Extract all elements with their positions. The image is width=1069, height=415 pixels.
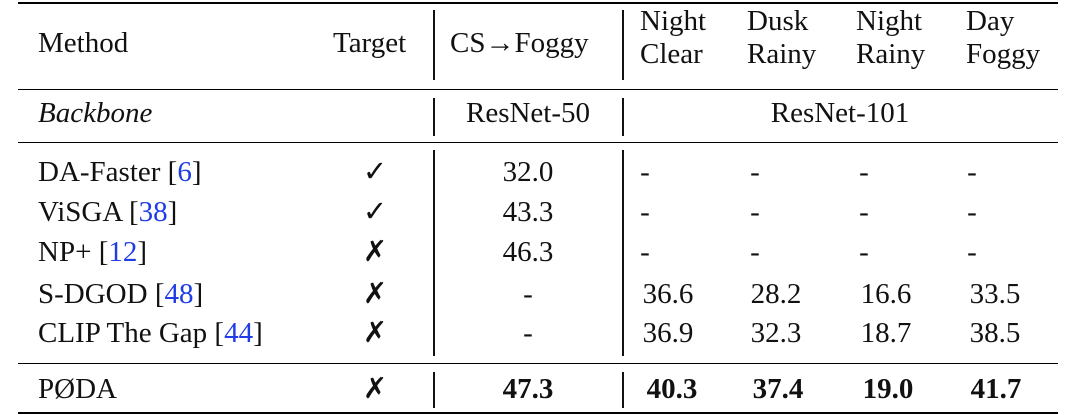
backbone-other: ResNet-101 [770, 97, 910, 129]
cs-foggy-value: 32.0 [502, 156, 554, 188]
citation-link[interactable]: 48 [164, 278, 194, 310]
header-night-clear: Night Clear [640, 5, 706, 71]
night-clear-value: 40.3 [646, 373, 698, 405]
backbone-label: Backbone [38, 97, 153, 129]
citation-link[interactable]: 38 [138, 196, 168, 228]
night-clear-value: - [640, 196, 650, 228]
backbone-rule [18, 142, 1058, 143]
citation-link[interactable]: 12 [108, 236, 138, 268]
method-name-text: NP+ [38, 236, 99, 268]
day-foggy-value: - [967, 236, 977, 268]
method-name-text: ViSGA [38, 196, 129, 228]
header-dusk-rainy-line2: Rainy [747, 38, 817, 70]
header-method: Method [38, 27, 129, 59]
col-separator-target-header [433, 10, 435, 80]
col-separator-cs-backbone [622, 98, 624, 136]
night-rainy-value: 18.7 [860, 317, 912, 349]
method-name: DA-Faster [6] [38, 156, 202, 188]
night-clear-value: - [640, 236, 650, 268]
day-foggy-value: - [967, 196, 977, 228]
dusk-rainy-value: - [750, 196, 760, 228]
header-dusk-rainy-line1: Dusk [747, 5, 809, 37]
day-foggy-value: 41.7 [970, 373, 1022, 405]
target-mark: ✗ [362, 236, 388, 268]
day-foggy-value: 33.5 [969, 278, 1021, 310]
col-separator-target-ours [433, 372, 435, 408]
col-separator-cs-body [622, 150, 624, 356]
dusk-rainy-value: 32.3 [750, 317, 802, 349]
ours-rule [18, 363, 1058, 364]
cs-foggy-value: - [523, 317, 533, 349]
header-day-foggy-line2: Foggy [966, 38, 1041, 70]
citation-link[interactable]: 6 [177, 156, 192, 188]
col-separator-target-body [433, 150, 435, 356]
header-night-rainy-line2: Rainy [856, 38, 926, 70]
night-clear-value: - [640, 156, 650, 188]
header-night-rainy-line1: Night [856, 5, 923, 37]
dusk-rainy-value: 37.4 [752, 373, 804, 405]
target-mark: ✗ [362, 278, 388, 310]
header-cs-foggy: CS→Foggy [450, 27, 589, 59]
night-clear-value: 36.6 [642, 278, 694, 310]
day-foggy-value: 38.5 [969, 317, 1021, 349]
header-night-clear-line1: Night [640, 5, 707, 37]
target-mark: ✗ [362, 373, 388, 405]
dusk-rainy-value: 28.2 [750, 278, 802, 310]
night-clear-value: 36.9 [642, 317, 694, 349]
target-mark: ✓ [362, 196, 388, 228]
method-name: S-DGOD [48] [38, 278, 204, 310]
method-name: ViSGA [38] [38, 196, 178, 228]
cs-foggy-value: 47.3 [502, 373, 554, 405]
night-rainy-value: - [859, 236, 869, 268]
header-rule [18, 89, 1058, 90]
method-name: NP+ [12] [38, 236, 148, 268]
col-separator-target-backbone [433, 98, 435, 136]
header-day-foggy-line1: Day [966, 5, 1015, 37]
col-separator-cs-ours [622, 372, 624, 408]
header-dusk-rainy: Dusk Rainy [747, 5, 816, 71]
header-night-clear-line2: Clear [640, 38, 703, 70]
dusk-rainy-value: - [750, 156, 760, 188]
header-day-foggy: Day Foggy [966, 5, 1040, 71]
header-night-rainy: Night Rainy [856, 5, 925, 71]
method-name-text: S-DGOD [38, 278, 155, 310]
citation-link[interactable]: 44 [224, 317, 254, 349]
cs-foggy-value: 43.3 [502, 196, 554, 228]
bottom-rule [18, 412, 1058, 414]
night-rainy-value: - [859, 196, 869, 228]
night-rainy-value: - [859, 156, 869, 188]
top-rule [18, 2, 1058, 4]
day-foggy-value: - [967, 156, 977, 188]
night-rainy-value: 16.6 [860, 278, 912, 310]
target-mark: ✓ [362, 156, 388, 188]
header-target: Target [333, 27, 407, 59]
dusk-rainy-value: - [750, 236, 760, 268]
method-name-text: CLIP The Gap [38, 317, 215, 349]
backbone-cs: ResNet-50 [465, 97, 591, 129]
cs-foggy-value: 46.3 [502, 236, 554, 268]
method-name: CLIP The Gap [44] [38, 317, 263, 349]
night-rainy-value: 19.0 [862, 373, 914, 405]
method-name-text: DA-Faster [38, 156, 168, 188]
method-name-ours: PØDA [38, 373, 117, 405]
col-separator-cs-header [622, 10, 624, 80]
target-mark: ✗ [362, 317, 388, 349]
cs-foggy-value: - [523, 278, 533, 310]
